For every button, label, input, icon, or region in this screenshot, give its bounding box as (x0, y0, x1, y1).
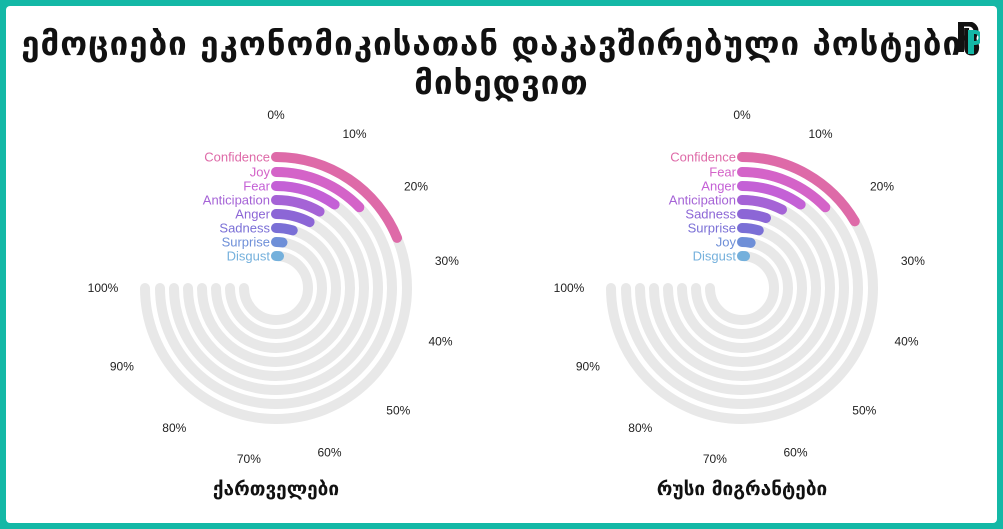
ring-bar-confidence (271, 152, 403, 243)
axis-tick-label: 70% (237, 452, 261, 466)
ring-track (211, 223, 341, 353)
ring-bar-anger (271, 209, 315, 228)
category-label: Confidence (204, 150, 270, 165)
category-label: Anticipation (203, 193, 270, 208)
brand-logo-icon (958, 22, 980, 54)
ring-track (169, 181, 383, 395)
ring-track (183, 195, 369, 381)
axis-tick-label: 90% (110, 360, 134, 374)
ring-bar-fear (271, 181, 340, 210)
category-label: Surprise (222, 235, 270, 250)
axis-tick-label: 0% (267, 108, 285, 122)
axis-tick-label: 40% (428, 335, 452, 349)
ring-bar-sadness (271, 222, 298, 236)
axis-tick-label: 100% (88, 281, 119, 295)
category-label: Joy (250, 165, 271, 180)
ring-track (197, 209, 355, 367)
axis-tick-label: 30% (435, 254, 459, 268)
radial-chart-georgians: ConfidenceJoyFearAnticipationAngerSadnes… (88, 108, 460, 466)
axis-tick-label: 50% (386, 403, 410, 417)
axis-tick-label: 80% (162, 421, 186, 435)
category-label: Disgust (227, 249, 271, 264)
chart-caption-georgians: ქართველები (212, 478, 340, 500)
axis-tick-label: 20% (404, 179, 428, 193)
ring-track (225, 237, 327, 339)
axis-tick-label: 10% (342, 127, 366, 141)
category-label: Fear (243, 179, 270, 194)
ring-bar-joy (271, 167, 365, 213)
frame: ემოციები ეკონომიკისათან დაკავშირებული პო… (6, 6, 997, 523)
chart-caption-russian-migrants: რუსი მიგრანტები (656, 478, 828, 500)
page-title: ემოციები ეკონომიკისათან დაკავშირებული პო… (21, 24, 982, 102)
ring-track (239, 251, 313, 325)
category-label: Anger (235, 207, 270, 222)
category-label: Sadness (219, 221, 270, 236)
ring-bar-anticipation (271, 195, 325, 217)
axis-tick-label: 60% (317, 446, 341, 460)
